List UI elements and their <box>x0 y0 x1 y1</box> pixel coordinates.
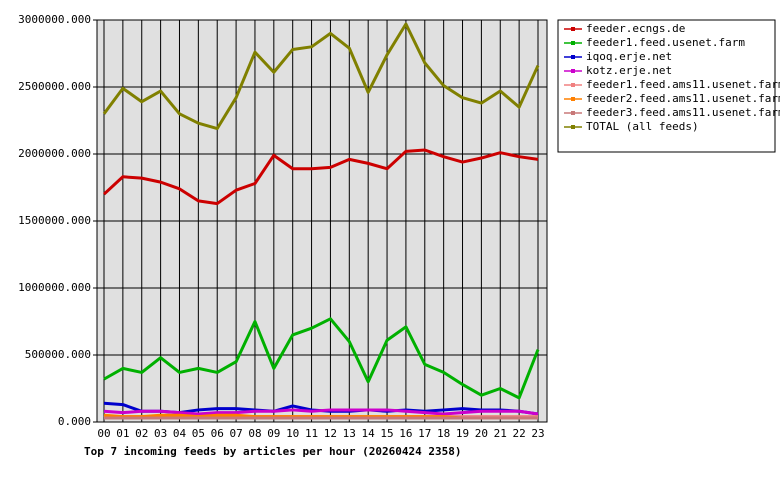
legend-label: iqoq.erje.net <box>586 50 672 63</box>
x-tick-label: 00 <box>97 427 110 440</box>
x-tick-label: 13 <box>343 427 356 440</box>
x-tick-label: 20 <box>475 427 488 440</box>
chart-title: Top 7 incoming feeds by articles per hou… <box>84 445 462 458</box>
x-tick-label: 10 <box>286 427 299 440</box>
y-tick-label: 0.000 <box>58 415 91 428</box>
x-tick-label: 18 <box>437 427 450 440</box>
legend-marker <box>571 111 575 115</box>
x-tick-label: 12 <box>324 427 337 440</box>
legend-label: feeder.ecngs.de <box>586 22 685 35</box>
x-tick-label: 11 <box>305 427 318 440</box>
x-tick-label: 09 <box>267 427 280 440</box>
x-tick-label: 22 <box>513 427 526 440</box>
legend-label: feeder2.feed.ams11.usenet.farm <box>586 92 780 105</box>
legend-marker <box>571 83 575 87</box>
legend-label: feeder1.feed.usenet.farm <box>586 36 745 49</box>
x-tick-label: 07 <box>229 427 242 440</box>
x-tick-label: 19 <box>456 427 469 440</box>
y-tick-label: 1000000.000 <box>18 281 91 294</box>
series-line <box>103 317 540 400</box>
y-tick-label: 2500000.000 <box>18 80 91 93</box>
x-tick-label: 21 <box>494 427 507 440</box>
series-line <box>102 148 539 206</box>
x-tick-label: 08 <box>248 427 261 440</box>
legend-marker <box>571 69 575 73</box>
y-tick-label: 1500000.000 <box>18 214 91 227</box>
x-tick-label: 06 <box>211 427 224 440</box>
series-line <box>102 22 540 131</box>
y-tick-label: 500000.000 <box>25 348 91 361</box>
x-tick-label: 02 <box>135 427 148 440</box>
legend-label: TOTAL (all feeds) <box>586 120 699 133</box>
x-tick-label: 01 <box>116 427 129 440</box>
x-tick-label: 23 <box>531 427 544 440</box>
series-line <box>103 408 539 416</box>
legend-label: kotz.erje.net <box>586 64 672 77</box>
legend-marker <box>571 125 575 129</box>
x-tick-label: 14 <box>362 427 376 440</box>
x-tick-label: 17 <box>418 427 431 440</box>
legend-box <box>557 19 776 153</box>
legend-marker <box>571 27 575 31</box>
x-tick-label: 16 <box>399 427 412 440</box>
legend-marker <box>571 41 575 45</box>
x-tick-label: 03 <box>154 427 167 440</box>
y-tick-label: 2000000.000 <box>18 147 91 160</box>
x-tick-label: 15 <box>380 427 393 440</box>
legend-marker <box>571 55 575 59</box>
x-tick-label: 05 <box>192 427 205 440</box>
plot-frame <box>96 19 548 423</box>
legend-label: feeder3.feed.ams11.usenet.farm <box>586 106 780 119</box>
y-tick-label: 3000000.000 <box>18 13 91 26</box>
legend-label: feeder1.feed.ams11.usenet.farm <box>586 78 780 91</box>
x-tick-label: 04 <box>173 427 187 440</box>
legend-marker <box>571 97 575 101</box>
